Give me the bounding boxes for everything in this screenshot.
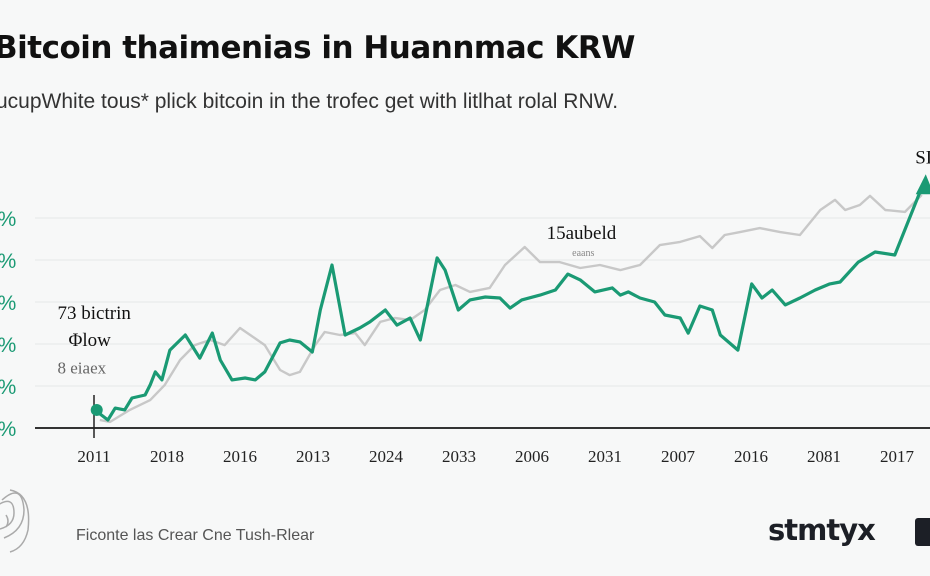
- x-tick-label: 2016: [734, 447, 768, 466]
- x-tick-label: 2013: [296, 447, 330, 466]
- series-start-point: [90, 403, 103, 416]
- y-tick-label: 0%: [0, 250, 16, 273]
- brand-logo: stmtyx: [768, 513, 876, 547]
- x-tick-label: 2007: [661, 447, 696, 466]
- x-tick-label: 2016: [223, 447, 257, 466]
- trend-arrow-icon: [915, 174, 930, 195]
- chart-annotation: 15aubeld: [547, 223, 617, 244]
- x-tick-label: 2011: [77, 447, 110, 466]
- series-line-secondary: [99, 194, 923, 424]
- x-tick-label: 2024: [369, 447, 404, 466]
- y-tick-label: 0%: [0, 418, 16, 441]
- x-tick-label: 2033: [442, 447, 476, 466]
- chart-title: Bitcoin thaimenias in Huannmac KRW: [0, 30, 635, 66]
- x-tick-label: 2018: [150, 447, 184, 466]
- x-tick-label: 2017: [880, 447, 915, 466]
- x-tick-label: 2006: [515, 447, 549, 466]
- x-tick-label: 2031: [588, 447, 622, 466]
- y-tick-label: 9%: [0, 334, 16, 357]
- chart-annotation: Φlow: [68, 330, 111, 351]
- y-tick-label: 0%: [0, 292, 16, 315]
- y-tick-label: 0%: [0, 208, 16, 231]
- source-note: Ficonte las Crear Cne Tush-Rlear: [76, 527, 315, 544]
- x-tick-label: 2081: [807, 447, 841, 466]
- chart-annotation: 8 eiaex: [58, 358, 107, 377]
- y-tick-label: 5%: [0, 376, 16, 399]
- chart-annotation: 73 bictrin: [58, 303, 132, 324]
- chart-annotation: SLR: [915, 147, 930, 168]
- chart-annotation: eaans: [572, 248, 594, 259]
- series-line-bitcoin: [93, 179, 927, 422]
- chart-subtitle: ucupWhite tous* plick bitcoin in the tro…: [0, 90, 619, 113]
- brand-logo-mark-icon: [915, 518, 930, 546]
